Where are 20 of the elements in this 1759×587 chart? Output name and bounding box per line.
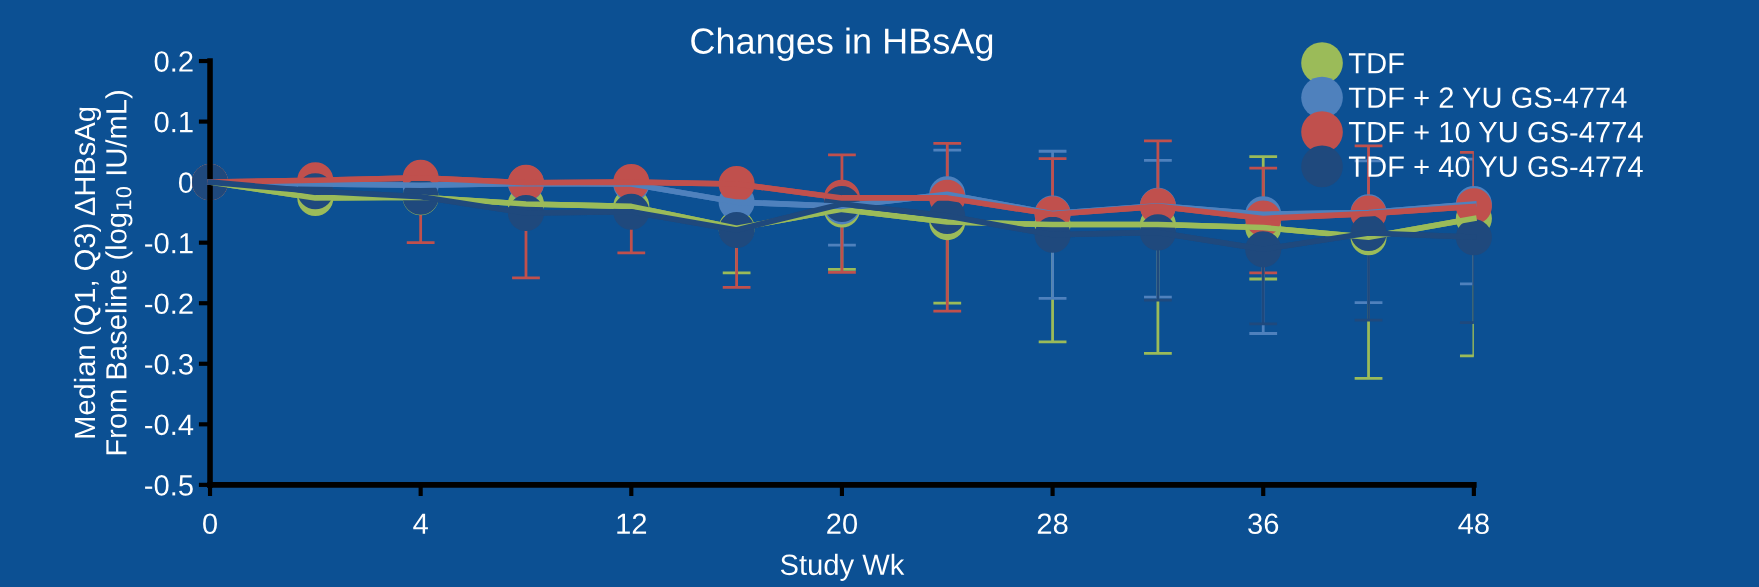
legend-label: TDF + 2 YU GS-4774 <box>1348 87 1627 108</box>
y-tick-label: -0.2 <box>145 293 193 315</box>
y-tick-label: 0.1 <box>154 111 193 133</box>
x-tick-label: 4 <box>413 513 428 534</box>
x-tick-label: 28 <box>1037 513 1068 535</box>
x-tick-label: 0 <box>203 513 217 535</box>
x-tick-label: 48 <box>1458 513 1489 535</box>
x-tick-label: 36 <box>1248 513 1279 535</box>
y-tick-label: -0.1 <box>145 232 193 254</box>
y-tick-label: 0.2 <box>154 51 193 72</box>
x-axis-title: Study Wk <box>780 553 905 581</box>
y-tick-label: -0.3 <box>145 353 193 375</box>
x-tick-label: 20 <box>827 513 858 535</box>
chart-title: Changes in HBsAg <box>691 27 993 62</box>
legend-label: TDF + 10 YU GS-4774 <box>1348 121 1643 143</box>
x-tick-label: 12 <box>617 513 647 534</box>
y-tick-label: -0.4 <box>145 414 194 436</box>
y-tick-label: -0.5 <box>145 475 193 496</box>
y-axis-title: Median (Q1, Q3) ΔHBsAg From Baseline (log$_{10}$ IU/mL) <box>73 91 133 455</box>
legend-label: TDF <box>1348 53 1404 74</box>
